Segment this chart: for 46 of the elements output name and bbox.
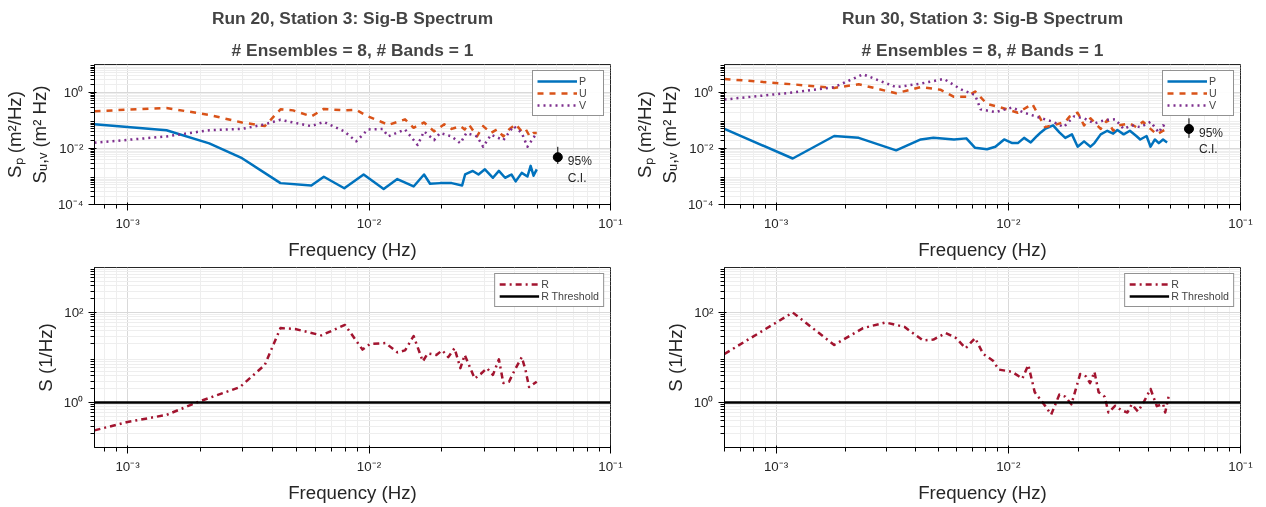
x-tick-label: 10⁻¹ [598, 215, 624, 231]
y-tick-label: 10² [694, 305, 715, 320]
y-tick-label: 10⁰ [693, 395, 714, 410]
chart-title: Run 30, Station 3: Sig-B Spectrum [841, 7, 1124, 28]
y-tick-label: 10⁻² [689, 141, 715, 156]
legend-label: R Threshold [541, 290, 599, 302]
x-tick-label: 10⁻³ [763, 215, 789, 231]
x-tick-label: 10⁻³ [763, 458, 789, 474]
x-tick-label: 10⁻³ [115, 215, 141, 231]
x-axis-title: Frequency (Hz) [918, 238, 1047, 260]
x-axis-title: Frequency (Hz) [288, 238, 417, 260]
legend-label: R [1171, 278, 1180, 290]
annotation: 95% C.I. [1198, 125, 1224, 157]
y-tick-label: 10² [64, 305, 85, 320]
legend-label: P [1209, 75, 1218, 87]
y-tick-label: 10⁻² [59, 141, 85, 156]
chart-title: Run 20, Station 3: Sig-B Spectrum [211, 7, 494, 28]
legend-label: U [579, 87, 588, 99]
x-axis-title: Frequency (Hz) [288, 481, 417, 503]
legend-label: U [1209, 87, 1218, 99]
legend-label: R [541, 278, 550, 290]
y-axis-title: S (1/Hz) [664, 323, 686, 392]
x-tick-label: 10⁻² [356, 215, 382, 231]
y-axis-title: Sₚ (m²/Hz) Sᵤ,ᵥ (m² Hz) [633, 85, 680, 184]
x-tick-label: 10⁻¹ [598, 458, 624, 474]
legend-label: V [1209, 99, 1218, 111]
x-tick-label: 10⁻¹ [1228, 215, 1254, 231]
x-tick-label: 10⁻² [356, 458, 382, 474]
chart-subtitle: # Ensembles = 8, # Bands = 1 [231, 39, 474, 60]
y-tick-label: 10⁻⁴ [57, 197, 84, 212]
y-axis-title: S (1/Hz) [34, 323, 56, 392]
x-tick-label: 10⁻² [996, 215, 1021, 231]
annotation: 95% C.I. [567, 153, 593, 185]
x-tick-label: 10⁻² [996, 458, 1021, 474]
legend-label: V [579, 99, 588, 111]
y-tick-label: 10⁰ [693, 85, 714, 100]
chart-subtitle: # Ensembles = 8, # Bands = 1 [861, 39, 1104, 60]
y-tick-label: 10⁰ [63, 85, 84, 100]
x-axis-title: Frequency (Hz) [918, 481, 1047, 503]
legend-label: P [579, 75, 588, 87]
y-axis-title: Sₚ (m²/Hz) Sᵤ,ᵥ (m² Hz) [3, 85, 50, 184]
x-tick-label: 10⁻¹ [1228, 458, 1254, 474]
y-tick-label: 10⁻⁴ [687, 197, 714, 212]
x-tick-label: 10⁻³ [115, 458, 141, 474]
legend-label: R Threshold [1171, 290, 1229, 302]
y-tick-label: 10⁰ [63, 395, 84, 410]
